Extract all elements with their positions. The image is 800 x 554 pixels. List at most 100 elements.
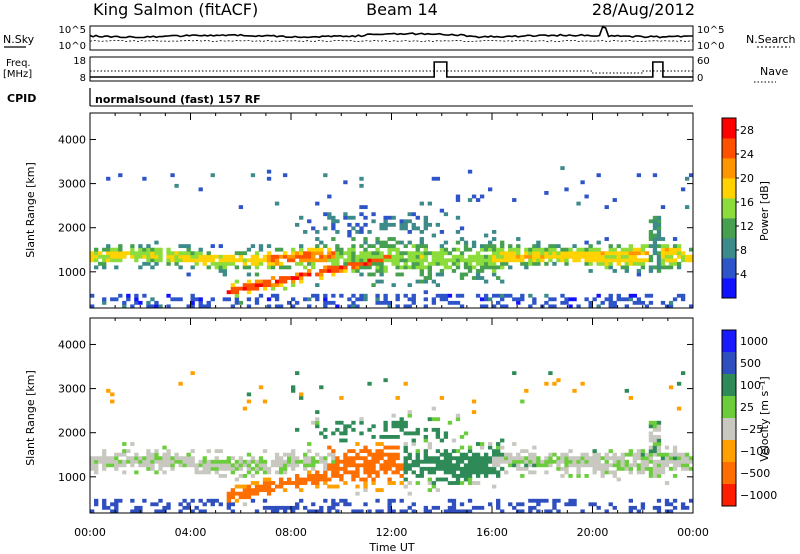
- heatmap-cell: [391, 481, 396, 485]
- heatmap-cell: [564, 297, 569, 302]
- heatmap-cell: [319, 509, 324, 514]
- heatmap-cell: [170, 459, 175, 464]
- heatmap-cell: [246, 283, 252, 288]
- heatmap-cell: [291, 385, 296, 390]
- heatmap-cell: [387, 459, 392, 464]
- heatmap-cell: [347, 261, 352, 266]
- heatmap-cell: [230, 491, 236, 496]
- heatmap-cell: [379, 449, 384, 454]
- heatmap-cell: [335, 509, 340, 514]
- heatmap-cell: [395, 424, 400, 429]
- heatmap-cell: [118, 258, 123, 263]
- heatmap-cell: [415, 244, 420, 249]
- heatmap-cell: [556, 463, 561, 468]
- heatmap-cell: [319, 258, 324, 263]
- heatmap-cell: [339, 466, 344, 471]
- heatmap-cell: [170, 297, 175, 302]
- heatmap-cell: [174, 452, 179, 457]
- heatmap-cell: [656, 230, 662, 234]
- heatmap-cell: [467, 254, 473, 259]
- heatmap-cell: [411, 300, 416, 305]
- heatmap-cell: [343, 215, 348, 220]
- heatmap-cell: [451, 481, 457, 485]
- heatmap-cell: [455, 194, 461, 199]
- heatmap-cell: [254, 463, 260, 468]
- heatmap-cell: [680, 452, 686, 457]
- heatmap-cell: [435, 254, 441, 259]
- heatmap-cell: [536, 509, 541, 514]
- freq-panel: 18 8 60 0 Freq. [MHz] Nave: [3, 56, 788, 84]
- nsearch-trace: [89, 39, 694, 43]
- heatmap-cell: [572, 388, 577, 393]
- heatmap-cell: [134, 505, 139, 510]
- heatmap-cell: [516, 300, 521, 305]
- heatmap-cell: [544, 251, 549, 256]
- heatmap-cell: [660, 254, 666, 259]
- heatmap-cell: [94, 251, 99, 256]
- heatmap-cell: [379, 466, 384, 471]
- heatmap-cell: [588, 456, 593, 461]
- heatmap-cell: [532, 254, 537, 259]
- heatmap-cell: [564, 466, 569, 471]
- heatmap-cell: [130, 498, 135, 503]
- heatmap-cell: [447, 420, 453, 425]
- heatmap-cell: [190, 371, 195, 376]
- heatmap-cell: [295, 477, 300, 482]
- heatmap-cell: [652, 247, 658, 252]
- heatmap-cell: [343, 481, 348, 485]
- heatmap-cell: [500, 240, 505, 245]
- heatmap-cell: [303, 456, 308, 461]
- heatmap-cell: [307, 459, 312, 464]
- heatmap-cell: [355, 474, 360, 478]
- heatmap-cell: [347, 215, 352, 220]
- heatmap-cell: [262, 279, 268, 284]
- heatmap-cell: [335, 254, 340, 259]
- heatmap-cell: [327, 463, 332, 468]
- heatmap-cell: [291, 452, 296, 457]
- heatmap-cell: [548, 247, 553, 252]
- heatmap-cell: [254, 286, 260, 291]
- heatmap-cell: [568, 449, 573, 454]
- heatmap-cell: [632, 456, 638, 461]
- heatmap-cell: [335, 261, 340, 266]
- heatmap-cell: [307, 297, 312, 302]
- heatmap-cell: [463, 261, 469, 266]
- heatmap-cell: [198, 251, 203, 256]
- heatmap-cell: [371, 477, 376, 482]
- heatmap-cell: [250, 258, 256, 263]
- heatmap-cell: [668, 254, 674, 259]
- heatmap-cell: [423, 435, 428, 439]
- heatmap-cell: [664, 481, 670, 485]
- heatmap-cell: [403, 484, 408, 489]
- heatmap-cell: [154, 470, 159, 475]
- heatmap-cell: [395, 272, 400, 277]
- heatmap-cell: [664, 456, 670, 461]
- heatmap-cell: [620, 254, 625, 259]
- heatmap-cell: [319, 477, 324, 482]
- heatmap-cell: [126, 449, 131, 454]
- heatmap-cell: [500, 509, 505, 514]
- heatmap-cell: [250, 491, 256, 496]
- heatmap-cell: [672, 466, 678, 471]
- heatmap-cell: [528, 261, 533, 266]
- heatmap-cell: [415, 254, 420, 259]
- heatmap-cell: [395, 452, 400, 457]
- heatmap-cell: [584, 247, 589, 252]
- heatmap-cell: [435, 466, 441, 471]
- heatmap-cell: [234, 286, 240, 291]
- heatmap-cell: [616, 258, 621, 263]
- heatmap-cell: [206, 265, 211, 270]
- heatmap-cell: [664, 254, 670, 259]
- heatmap-cell: [415, 452, 420, 457]
- heatmap-cell: [335, 230, 340, 234]
- heatmap-cell: [375, 293, 380, 298]
- heatmap-cell: [266, 283, 272, 288]
- heatmap-cell: [166, 261, 171, 266]
- heatmap-cell: [234, 463, 240, 468]
- heatmap-cell: [210, 261, 215, 266]
- heatmap-cell: [182, 254, 187, 259]
- heatmap-cell: [114, 505, 119, 510]
- heatmap-cell: [616, 477, 621, 482]
- heatmap-cell: [226, 495, 231, 500]
- heatmap-cell: [459, 445, 465, 450]
